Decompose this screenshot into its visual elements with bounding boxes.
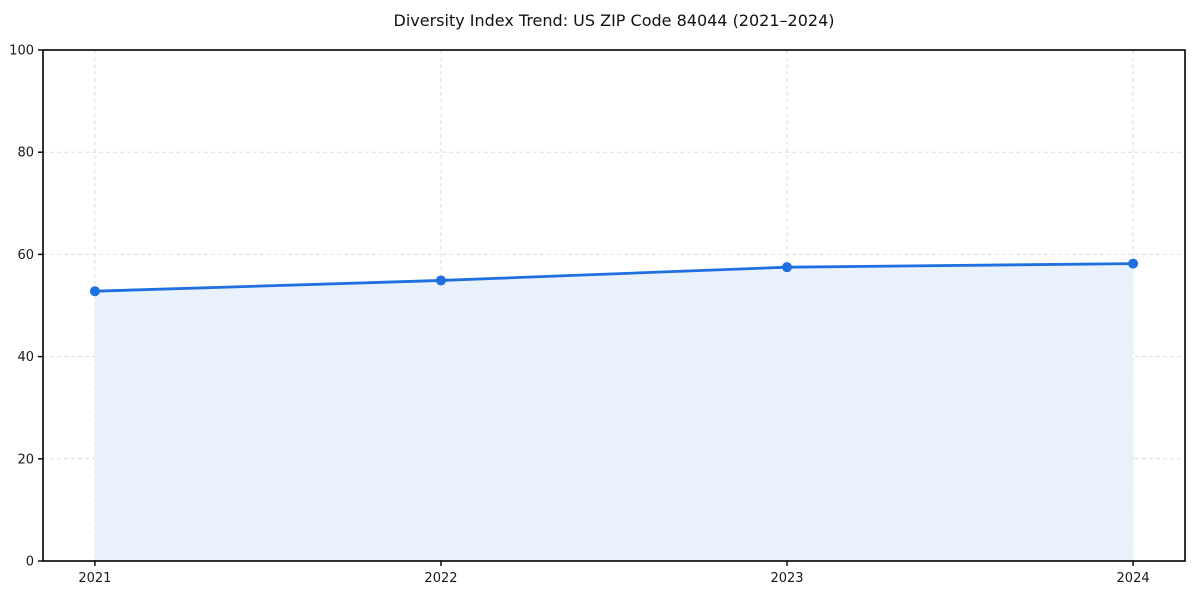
- data-point: [89, 286, 100, 297]
- y-tick-label: 60: [17, 248, 34, 263]
- y-tick-label: 0: [26, 555, 34, 570]
- axes-spines: [42, 49, 1186, 562]
- y-tick-label: 100: [9, 44, 34, 59]
- y-tick-label: 40: [17, 350, 34, 365]
- y-tick-label: 20: [17, 452, 34, 467]
- data-point: [1128, 258, 1139, 269]
- x-tick-label: 2023: [770, 571, 803, 586]
- x-tick-label: 2022: [424, 571, 457, 586]
- area-fill: [94, 263, 1134, 561]
- x-tick-label: 2021: [78, 571, 111, 586]
- data-point: [782, 262, 793, 273]
- y-tick-label: 80: [17, 146, 34, 161]
- chart-title: Diversity Index Trend: US ZIP Code 84044…: [393, 11, 835, 30]
- data-point: [435, 275, 446, 286]
- x-tick-label: 2024: [1117, 571, 1150, 586]
- trend-line: [93, 262, 1135, 293]
